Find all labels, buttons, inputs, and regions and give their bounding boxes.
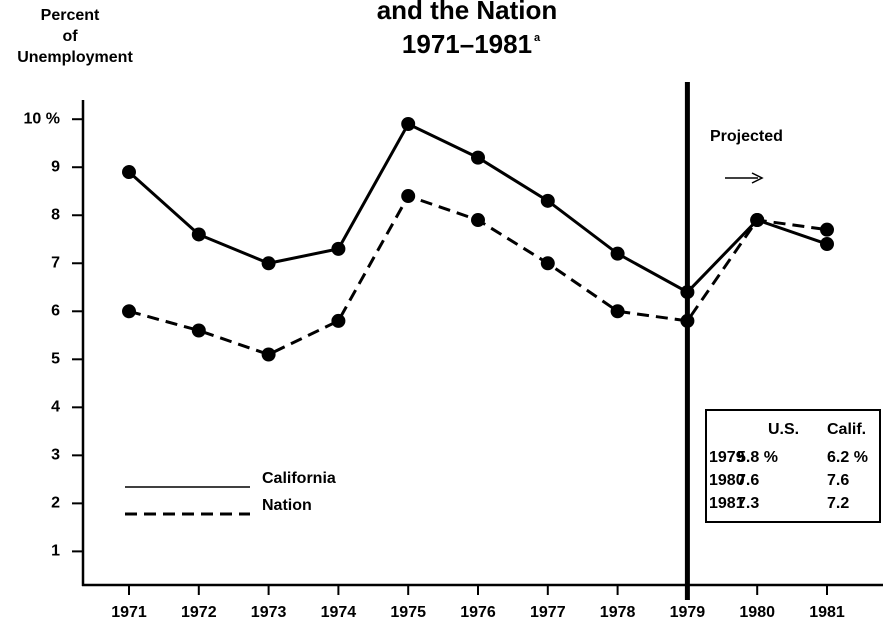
x-tick-label: 1971 bbox=[111, 604, 147, 621]
annotation: Projected bbox=[710, 128, 783, 145]
data-point bbox=[261, 256, 276, 271]
legend-label: California bbox=[262, 470, 336, 487]
y-tick-label: 7 bbox=[51, 254, 60, 271]
data-point bbox=[610, 304, 625, 319]
x-tick-label: 1974 bbox=[321, 604, 357, 621]
x-tick-label: 1977 bbox=[530, 604, 566, 621]
table-cell: 7.2 bbox=[827, 495, 849, 512]
series-line bbox=[128, 122, 828, 294]
table-cell: 7.6 bbox=[737, 472, 759, 489]
legend-label: Nation bbox=[262, 497, 312, 514]
table-header: Calif. bbox=[827, 421, 866, 438]
x-tick-label: 1975 bbox=[390, 604, 426, 621]
table-cell: 7.6 bbox=[827, 472, 849, 489]
y-tick-label: 2 bbox=[51, 495, 60, 512]
y-tick-label: 4 bbox=[51, 399, 60, 416]
y-tick-label: 5 bbox=[51, 351, 60, 368]
data-point bbox=[331, 241, 346, 256]
data-point bbox=[401, 189, 416, 204]
chart-title: 1971–1981 bbox=[402, 29, 532, 59]
data-point bbox=[540, 193, 555, 208]
x-tick-label: 1973 bbox=[251, 604, 287, 621]
table-cell: 1980 bbox=[709, 472, 745, 489]
y-axis-label: Percent bbox=[41, 7, 100, 24]
title-note: a bbox=[534, 32, 541, 44]
x-tick-label: 1976 bbox=[460, 604, 496, 621]
y-axis-label: Unemployment bbox=[17, 49, 133, 66]
data-point bbox=[331, 313, 346, 328]
data-point bbox=[540, 256, 555, 271]
x-tick-label: 1972 bbox=[181, 604, 217, 621]
x-tick-label: 1980 bbox=[739, 604, 775, 621]
data-point bbox=[122, 165, 136, 180]
x-tick-label: 1981 bbox=[809, 604, 845, 621]
data-point bbox=[820, 222, 834, 237]
y-tick-label: 8 bbox=[51, 206, 60, 223]
data-point bbox=[680, 313, 695, 328]
y-tick-label: 9 bbox=[51, 158, 60, 175]
table-cell: 7.3 bbox=[737, 495, 759, 512]
data-point bbox=[122, 304, 136, 319]
data-point bbox=[750, 213, 765, 228]
data-point bbox=[680, 285, 695, 300]
table-box bbox=[705, 409, 881, 523]
data-point bbox=[820, 237, 834, 252]
data-point bbox=[471, 213, 485, 228]
x-tick-label: 1978 bbox=[600, 604, 636, 621]
data-point bbox=[610, 246, 625, 261]
data-point bbox=[401, 117, 416, 132]
table-cell: 6.2 % bbox=[827, 449, 868, 466]
y-tick-label: 3 bbox=[51, 447, 60, 464]
data-point bbox=[191, 227, 206, 242]
x-tick-label: 1979 bbox=[670, 604, 706, 621]
table-cell: 1979 bbox=[709, 449, 745, 466]
arrow-head bbox=[751, 172, 764, 184]
y-tick-label: 10 % bbox=[24, 110, 60, 127]
y-axis-label: of bbox=[62, 28, 78, 45]
y-tick-label: 6 bbox=[51, 303, 60, 320]
table-cell: 5.8 % bbox=[737, 449, 778, 466]
table-header: U.S. bbox=[768, 421, 799, 438]
data-point bbox=[191, 323, 206, 338]
table-cell: 1981 bbox=[709, 495, 745, 512]
data-point bbox=[471, 150, 485, 165]
data-point bbox=[261, 347, 276, 362]
y-tick-label: 1 bbox=[51, 543, 60, 560]
chart-title: and the Nation bbox=[377, 0, 558, 25]
